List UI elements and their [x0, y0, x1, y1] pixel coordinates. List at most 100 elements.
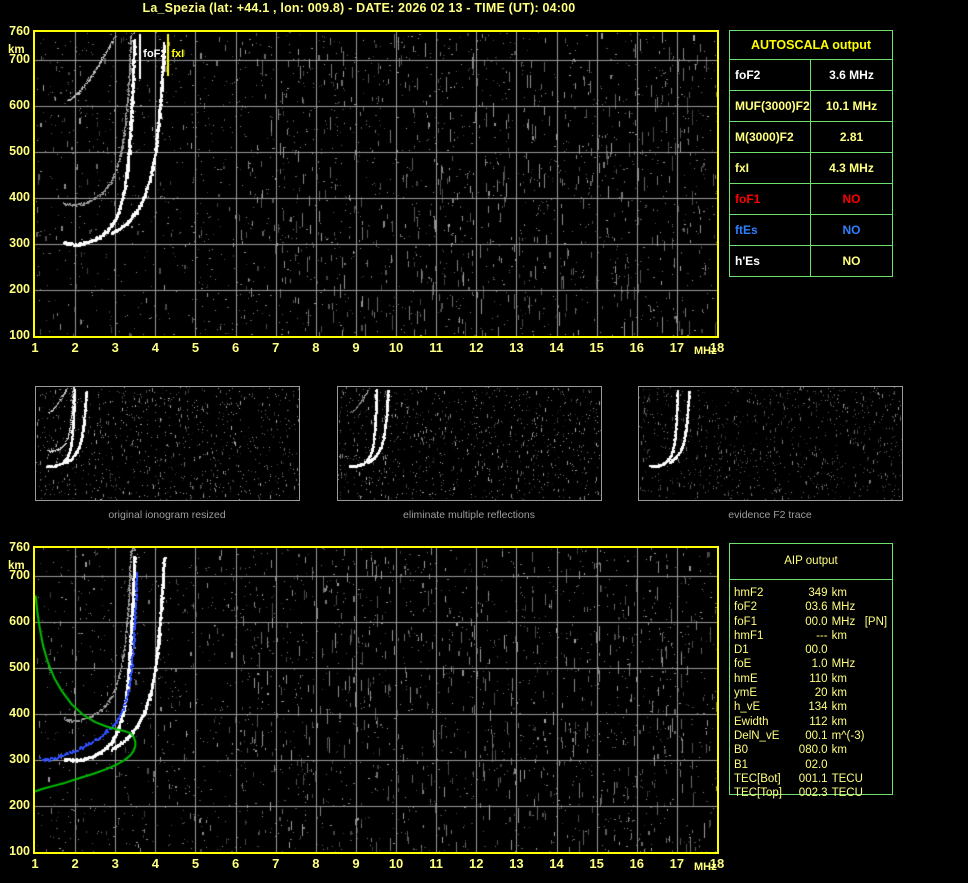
bottom-x-unit-label: MHz	[694, 861, 717, 873]
aip-param-unit: km	[831, 672, 847, 685]
main-x-tick: 2	[71, 340, 79, 355]
aip-param-extra	[865, 643, 892, 657]
autoscala-param-name: foF1	[730, 184, 811, 214]
main-x-tick: 18	[709, 340, 725, 355]
bottom-x-tick: 12	[469, 856, 484, 871]
aip-row: ymE 20 km	[734, 686, 892, 700]
aip-param-extra	[865, 700, 892, 714]
bottom-y-tick: 760	[9, 540, 30, 554]
main-y-tick: 600	[9, 97, 30, 112]
aip-param-value: 00.1	[805, 729, 828, 742]
aip-param-unit	[832, 643, 865, 657]
aip-param-value: 00.0	[805, 644, 828, 657]
aip-row: hmF2 349 km	[734, 586, 892, 600]
aip-param-extra	[865, 629, 892, 643]
bottom-x-tick: 17	[669, 856, 685, 871]
autoscala-row: h'Es NO	[730, 246, 892, 276]
aip-param-value: 03.6	[805, 601, 828, 614]
autoscala-param-name: MUF(3000)F2	[730, 91, 811, 121]
aip-row: TEC[Bot] 001.1 TECU	[734, 772, 892, 786]
aip-param-value: 001.1	[798, 772, 828, 785]
autoscala-param-name: M(3000)F2	[730, 122, 811, 152]
thumbnail-original-ionogram	[35, 386, 300, 501]
aip-param-name: foF2	[734, 601, 758, 614]
bottom-x-tick: 2	[71, 856, 79, 871]
main-x-tick: 6	[231, 340, 240, 355]
main-x-tick: 14	[549, 340, 564, 355]
aip-param-extra	[865, 715, 892, 729]
aip-param-name: ymE	[734, 687, 757, 700]
aip-param-extra	[865, 743, 892, 757]
aip-row: D1 00.0	[734, 643, 892, 657]
main-x-tick: 9	[352, 340, 360, 355]
aip-param-name: hmF2	[734, 587, 764, 599]
aip-param-value: 02.0	[805, 758, 828, 771]
aip-param-unit: m^(-3)	[831, 729, 865, 742]
aip-param-unit: km	[831, 629, 847, 642]
main-x-tick: 4	[151, 340, 159, 355]
aip-param-value: 349	[808, 587, 828, 599]
bottom-ionogram-plot	[33, 546, 719, 854]
main-x-tick: 1	[31, 340, 39, 355]
bottom-x-tick: 4	[151, 856, 159, 871]
aip-param-value: 00.0	[805, 615, 828, 628]
main-x-tick: 16	[629, 340, 644, 355]
aip-param-name: B1	[734, 758, 749, 771]
aip-param-name: DelN_vE	[734, 729, 780, 742]
main-x-tick: 15	[589, 340, 604, 355]
aip-param-extra	[865, 758, 892, 772]
autoscala-row: M(3000)F2 2.81	[730, 122, 892, 153]
bottom-y-tick: 600	[9, 613, 30, 628]
aip-row: Ewidth 112 km	[734, 715, 892, 729]
bottom-x-tick: 8	[312, 856, 320, 871]
aip-param-extra: [PN]	[864, 615, 888, 628]
aip-param-unit: MHz	[831, 658, 856, 671]
aip-param-unit	[832, 758, 865, 772]
autoscala-param-value: 10.1 MHz	[825, 99, 878, 113]
aip-output-panel: AIP output hmF2 349 km foF2 03.6 MHz foF1 00.0 M…	[729, 543, 893, 799]
aip-param-name: hmF1	[734, 629, 764, 642]
aip-title: AIP output	[730, 544, 892, 580]
autoscala-param-name: foF2	[730, 60, 811, 90]
main-y-tick: 100	[9, 328, 30, 342]
aip-param-extra	[865, 586, 892, 600]
bottom-x-tick: 10	[388, 856, 404, 871]
main-y-tick: 700	[9, 51, 30, 66]
autoscala-param-name: h'Es	[730, 246, 811, 276]
bottom-y-tick: 300	[9, 751, 30, 766]
autoscala-param-value: NO	[842, 254, 861, 268]
main-y-tick: 200	[9, 281, 30, 296]
autoscala-param-name: ftEs	[730, 215, 811, 245]
bottom-x-tick: 13	[509, 856, 524, 871]
aip-row: foE 1.0 MHz	[734, 657, 892, 671]
autoscala-param-name: fxI	[730, 153, 811, 183]
aip-param-extra	[865, 600, 892, 614]
autoscala-param-value: 3.6 MHz	[829, 68, 874, 82]
bottom-x-tick: 15	[589, 856, 604, 871]
aip-param-value: 080.0	[798, 744, 828, 757]
marker-label-fof2: foF2	[143, 48, 167, 60]
aip-row: B0 080.0 km	[734, 743, 892, 757]
aip-param-unit: TECU	[831, 787, 863, 800]
marker-label-fxi: fxI	[171, 48, 185, 60]
aip-row: hmE 110 km	[734, 672, 892, 686]
aip-param-extra	[865, 786, 892, 800]
autoscala-param-value: NO	[842, 223, 861, 237]
main-x-tick: 12	[469, 340, 484, 355]
main-ionogram-canvas	[35, 32, 717, 336]
bottom-y-unit-label: km	[8, 560, 25, 572]
main-x-tick: 8	[312, 340, 320, 355]
bottom-x-tick: 14	[549, 856, 564, 871]
aip-param-extra	[865, 657, 892, 671]
page-title: La_Spezia (lat: +44.1 , lon: 009.8) - DA…	[142, 1, 576, 15]
bottom-x-tick: 5	[191, 856, 200, 871]
thumbnail-evidence-f2-trace	[638, 386, 903, 501]
aip-param-name: B0	[734, 744, 749, 757]
thumbnail-canvas-3	[639, 387, 902, 500]
main-x-tick: 7	[272, 340, 280, 355]
bottom-y-tick: 400	[9, 705, 30, 720]
autoscala-rows: foF2 3.6 MHz MUF(3000)F2 10.1 MHz M(3000)F2 2…	[730, 60, 892, 276]
aip-param-name: foF1	[734, 615, 758, 628]
aip-param-unit: km	[831, 715, 847, 728]
aip-row: foF2 03.6 MHz	[734, 600, 892, 614]
